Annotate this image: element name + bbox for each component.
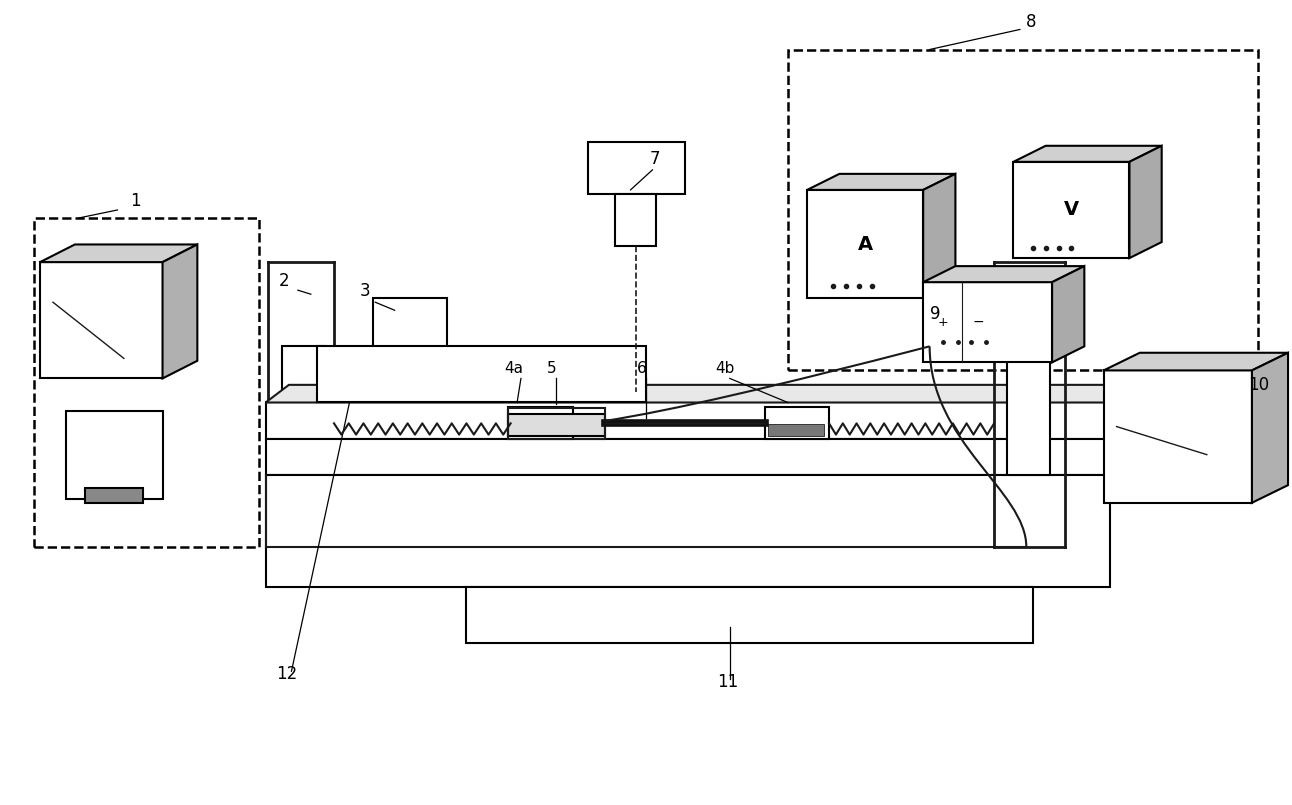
Polygon shape <box>808 190 924 298</box>
Text: 2: 2 <box>279 272 289 290</box>
Bar <box>372 298 447 503</box>
Bar <box>465 587 1032 643</box>
Bar <box>615 194 656 246</box>
Polygon shape <box>808 174 955 190</box>
Text: 7: 7 <box>650 151 660 168</box>
Bar <box>508 414 605 436</box>
Text: A: A <box>858 234 872 254</box>
Bar <box>266 439 1110 475</box>
Polygon shape <box>40 262 163 378</box>
Bar <box>283 346 326 475</box>
Bar <box>66 411 163 499</box>
Text: 12: 12 <box>276 665 297 683</box>
Polygon shape <box>1252 353 1288 503</box>
Text: 4b: 4b <box>716 361 735 376</box>
Polygon shape <box>1103 370 1252 503</box>
Text: 5: 5 <box>547 361 557 376</box>
Polygon shape <box>924 174 955 298</box>
Text: 6: 6 <box>637 361 647 376</box>
Polygon shape <box>1129 146 1162 258</box>
Polygon shape <box>924 283 1052 362</box>
Text: 8: 8 <box>1026 13 1036 31</box>
Polygon shape <box>163 245 198 378</box>
Bar <box>512 424 567 436</box>
Text: +: + <box>937 316 948 328</box>
Polygon shape <box>1103 353 1288 370</box>
Text: −: − <box>973 316 985 329</box>
Bar <box>1006 346 1049 475</box>
Polygon shape <box>1013 162 1129 258</box>
Bar <box>508 407 572 439</box>
Bar <box>85 489 143 503</box>
Bar <box>34 218 260 547</box>
Text: V: V <box>1063 200 1079 220</box>
Bar <box>318 346 646 402</box>
Text: 4a: 4a <box>504 361 523 376</box>
Polygon shape <box>1013 146 1162 162</box>
Text: 3: 3 <box>359 282 371 299</box>
Text: 11: 11 <box>717 673 738 691</box>
Text: 10: 10 <box>1248 377 1269 394</box>
Polygon shape <box>266 385 1133 402</box>
Text: 1: 1 <box>130 192 141 210</box>
Bar <box>588 142 685 194</box>
Bar <box>769 424 824 436</box>
Bar <box>266 475 1110 587</box>
Bar <box>788 50 1258 370</box>
Bar <box>266 402 1110 439</box>
Polygon shape <box>40 245 198 262</box>
Polygon shape <box>924 266 1084 283</box>
Polygon shape <box>1052 266 1084 362</box>
Bar <box>508 408 605 439</box>
Text: 9: 9 <box>930 305 941 323</box>
Bar <box>765 407 829 439</box>
